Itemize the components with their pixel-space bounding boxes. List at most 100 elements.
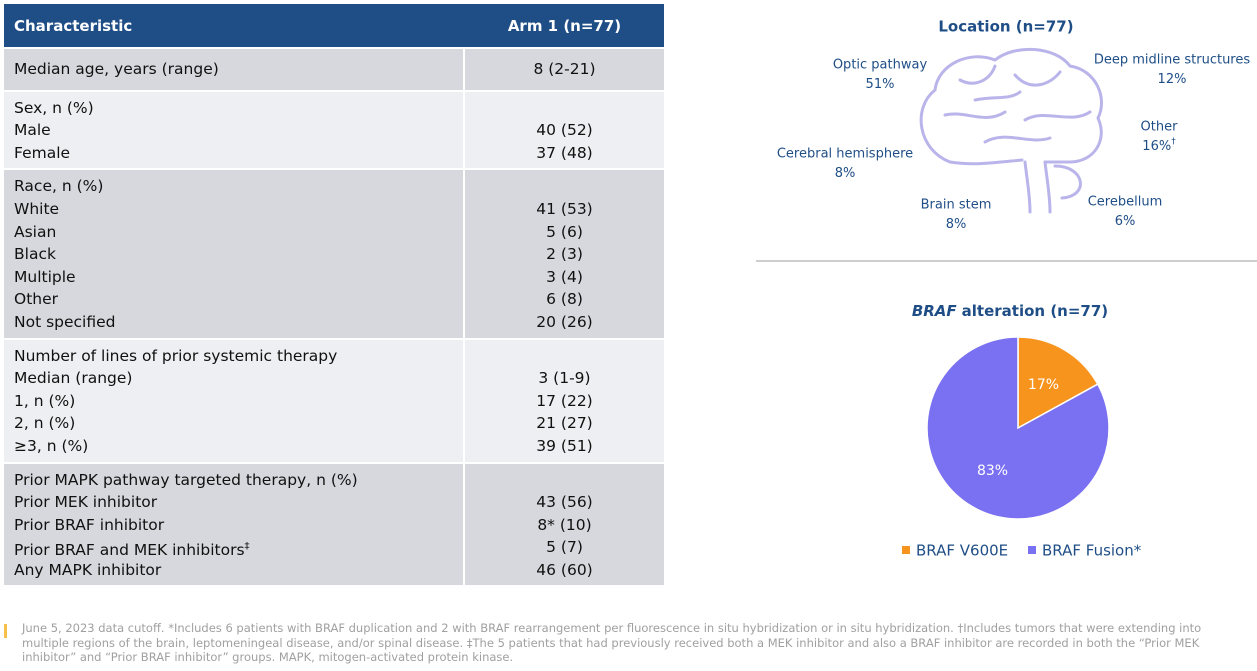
label-cell: Sex, n (%) Male Female — [4, 91, 463, 169]
characteristics-table: Characteristic Arm 1 (n=77) Median age, … — [4, 4, 664, 586]
row-label: Median (range) — [14, 367, 463, 390]
group-title: Race, n (%) — [14, 177, 104, 196]
location-value: 8% — [835, 166, 856, 181]
group-title: Sex, n (%) — [14, 98, 94, 117]
location-title: Location (n=77) — [938, 18, 1073, 36]
label-cell: Prior MAPK pathway targeted therapy, n (… — [4, 463, 463, 586]
row-label-text: Median (range) — [14, 369, 133, 388]
pie-slice — [926, 336, 1110, 520]
row-label: 1, n (%) — [14, 390, 463, 413]
location-value: 6% — [1115, 214, 1136, 229]
row-label-text: ≥3, n (%) — [14, 436, 89, 455]
row-value: 5 (6) — [546, 222, 583, 241]
row-label: Black — [14, 243, 463, 266]
row-label-text: 1, n (%) — [14, 391, 76, 410]
table-group: Number of lines of prior systemic therap… — [4, 339, 664, 462]
group-title: Prior MAPK pathway targeted therapy, n (… — [14, 470, 358, 489]
location-value-text: 51% — [866, 77, 895, 92]
pie-title-rest: alteration (n=77) — [962, 302, 1108, 320]
row-label: Prior MEK inhibitor — [14, 491, 463, 514]
footnote-mark: ‡ — [244, 541, 250, 553]
row-value: 8* (10) — [537, 515, 592, 534]
row-label: Other — [14, 288, 463, 311]
legend-label: BRAF Fusion* — [1042, 542, 1142, 560]
row-value: 3 (1-9) — [538, 369, 591, 388]
row-label: ≥3, n (%) — [14, 435, 463, 458]
row-value: 6 (8) — [546, 290, 583, 309]
row-value: 43 (56) — [536, 493, 593, 512]
row-value: 39 (51) — [536, 436, 593, 455]
row-label: Multiple — [14, 266, 463, 289]
row-label: Not specified — [14, 311, 463, 334]
footnote-mark: † — [1171, 137, 1176, 147]
row-value: 5 (7) — [546, 538, 583, 557]
label-cell: Number of lines of prior systemic therap… — [4, 339, 463, 462]
pie-slice — [1017, 336, 1099, 430]
brain-outline — [919, 47, 1103, 214]
location-value: 12% — [1158, 72, 1187, 87]
value-cell: 8 (2-21) — [465, 49, 664, 90]
location-label: Deep midline structures — [1094, 53, 1251, 68]
row-label: Prior BRAF inhibitor — [14, 514, 463, 537]
location-label: Cerebral hemisphere — [777, 147, 913, 162]
table-group: Sex, n (%) Male Female 40 (52) 37 (48) — [4, 91, 664, 169]
row-label-text: Black — [14, 245, 56, 264]
row-label-text: Other — [14, 290, 59, 309]
row-label: Any MAPK inhibitor — [14, 559, 463, 582]
row-value: 20 (26) — [536, 312, 593, 331]
location-value-text: 8% — [835, 166, 856, 181]
row-label: Asian — [14, 221, 463, 244]
location-label: Other — [1141, 120, 1179, 135]
location-value: 16%† — [1142, 137, 1176, 154]
label-cell: Median age, years (range) — [4, 49, 463, 90]
row-label-text: Asian — [14, 222, 57, 241]
row-label-text: Prior BRAF inhibitor — [14, 515, 165, 534]
row-value: 37 (48) — [536, 143, 593, 162]
row-label: Female — [14, 142, 463, 165]
row-label-text: Median age, years (range) — [14, 60, 219, 78]
label-cell: Race, n (%) White Asian Black Multiple Other N… — [4, 170, 463, 338]
row-value: 21 (27) — [536, 414, 593, 433]
table-group: Race, n (%) White Asian Black Multiple Other N… — [4, 170, 664, 338]
slice-label: 83% — [977, 463, 1008, 479]
value-cell: 41 (53) 5 (6) 2 (3) 3 (4) 6 (8) 20 (26) — [465, 170, 664, 338]
legend-swatch — [902, 546, 910, 554]
row-value: 46 (60) — [536, 560, 593, 579]
header-cell: Characteristic — [14, 16, 133, 35]
table-group: Median age, years (range) 8 (2-21) — [4, 49, 664, 90]
row-label-text: 2, n (%) — [14, 414, 76, 433]
row-label-text: Prior MEK inhibitor — [14, 493, 158, 512]
row-value: 17 (22) — [536, 391, 593, 410]
header-cell: Arm 1 (n=77) — [507, 16, 622, 35]
footnote-marker — [4, 624, 7, 638]
row-label-text: White — [14, 199, 60, 218]
table-group: Prior MAPK pathway targeted therapy, n (… — [4, 463, 664, 586]
footnote: June 5, 2023 data cutoff. *Includes 6 pa… — [22, 621, 1202, 664]
row-label: Median age, years (range) — [14, 58, 463, 81]
row-label-text: Not specified — [14, 312, 116, 331]
row-value: 8 (2-21) — [533, 60, 596, 78]
location-label: Optic pathway — [833, 58, 928, 73]
location-value-text: 16% — [1142, 139, 1171, 154]
legend-swatch — [1028, 546, 1036, 554]
row-label-text: Multiple — [14, 267, 76, 286]
pie-title-italic: BRAF — [912, 302, 958, 320]
group-title: Number of lines of prior systemic therap… — [14, 346, 338, 365]
row-label-text: Male — [14, 121, 51, 140]
row-label: White — [14, 198, 463, 221]
row-label-text: Any MAPK inhibitor — [14, 560, 162, 579]
row-value: 41 (53) — [536, 199, 593, 218]
pie-title: BRAF alteration (n=77) — [912, 302, 1108, 320]
row-value: 3 (4) — [546, 267, 583, 286]
row-label: Male — [14, 119, 463, 142]
row-label-text: Female — [14, 143, 71, 162]
row-value: 40 (52) — [536, 121, 593, 140]
location-label: Brain stem — [921, 198, 992, 213]
slice-label: 17% — [1028, 377, 1059, 393]
location-value-text: 8% — [946, 217, 967, 232]
table-header: Characteristic Arm 1 (n=77) — [4, 4, 664, 47]
location-value: 51% — [866, 77, 895, 92]
legend-label: BRAF V600E — [916, 542, 1008, 560]
value-cell: 40 (52) 37 (48) — [465, 91, 664, 169]
